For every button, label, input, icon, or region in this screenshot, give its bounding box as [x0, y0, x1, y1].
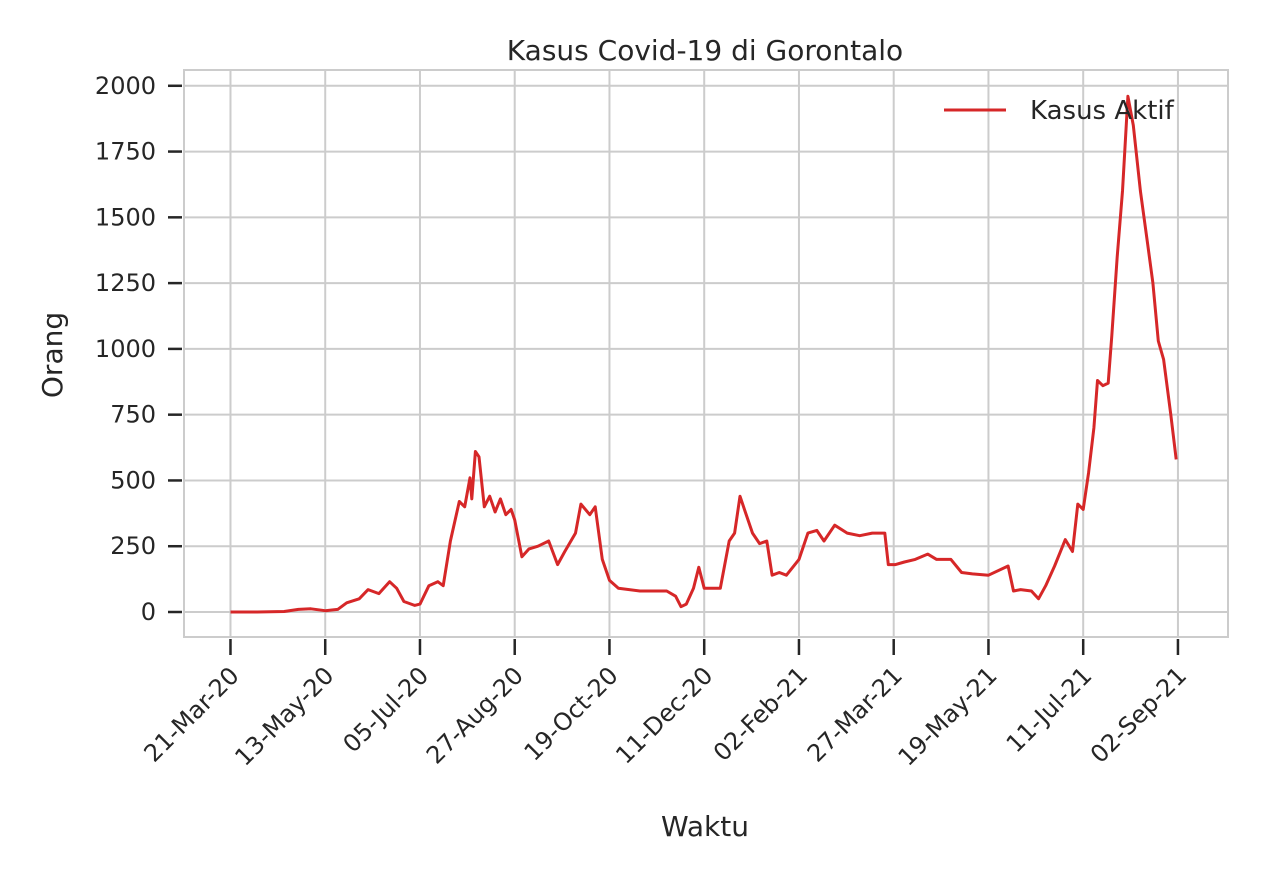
x-axis-label: Waktu: [661, 810, 749, 843]
x-tick-label: 19-Oct-20: [519, 661, 624, 766]
y-tick-label: 1500: [95, 203, 156, 231]
x-tick-label: 02-Feb-21: [708, 661, 813, 766]
legend: Kasus Aktif: [944, 96, 1175, 126]
x-tick-label: 13-May-20: [229, 661, 339, 771]
y-axis-label: Orang: [36, 312, 69, 398]
series-layer: [230, 94, 1178, 614]
y-tick-label: 1750: [95, 138, 156, 166]
y-tick-label: 500: [110, 466, 156, 494]
x-tick-label: 19-May-21: [893, 661, 1003, 771]
legend-label-kasus-aktif: Kasus Aktif: [1030, 96, 1175, 126]
y-tick-label: 2000: [95, 72, 156, 100]
x-tick-label: 02-Sep-21: [1085, 661, 1192, 768]
plot-area-frame: [183, 69, 1229, 638]
series-line-kasus-aktif: [230, 94, 1178, 614]
x-tick-label: 05-Jul-20: [338, 661, 435, 758]
grid: [184, 70, 1228, 637]
x-tick-label: 27-Aug-20: [421, 661, 529, 769]
x-tick-label: 11-Jul-21: [1001, 661, 1098, 758]
x-axis: 21-Mar-2013-May-2005-Jul-2027-Aug-2019-O…: [139, 639, 1192, 771]
y-tick-label: 250: [110, 532, 156, 560]
y-tick-label: 1250: [95, 269, 156, 297]
y-tick-label: 1000: [95, 335, 156, 363]
chart-title: Kasus Covid-19 di Gorontalo: [507, 34, 903, 67]
x-tick-label: 11-Dec-20: [610, 661, 718, 769]
y-tick-label: 750: [110, 401, 156, 429]
y-tick-label: 0: [141, 598, 156, 626]
y-axis: 0 250 500 750 1000 1250 1500 1750 2000: [95, 72, 182, 626]
